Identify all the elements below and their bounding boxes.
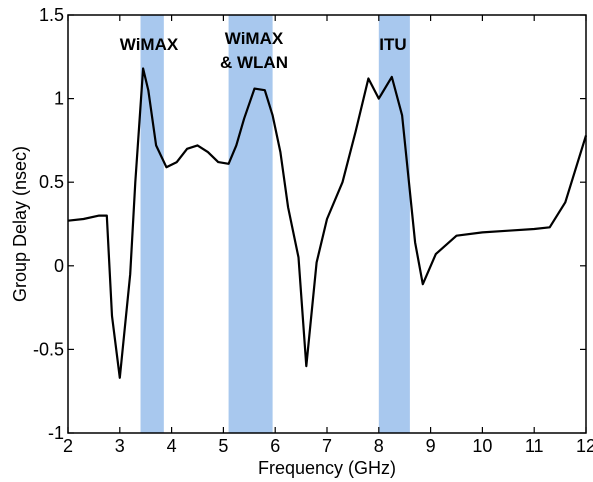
band-label-line: WiMAX <box>120 35 179 54</box>
band-label-line: & WLAN <box>220 53 288 72</box>
x-tick-label: 5 <box>218 436 228 456</box>
band-rect <box>228 15 273 433</box>
y-tick-label: 0 <box>54 256 64 276</box>
x-tick-label: 6 <box>270 436 280 456</box>
band-label-line: ITU <box>379 35 406 54</box>
band-rect <box>140 15 164 433</box>
x-axis-label: Frequency (GHz) <box>258 458 396 478</box>
x-tick-label: 11 <box>525 436 544 456</box>
band-labels: WiMAX WiMAX & WLAN ITU <box>120 29 407 72</box>
x-tick-label: 4 <box>167 436 177 456</box>
y-axis-label: Group Delay (nsec) <box>10 146 30 302</box>
band-rect <box>378 15 410 433</box>
y-tick-label: 0.5 <box>39 172 64 192</box>
tick-labels: 2 3 4 5 6 7 8 9 10 11 12 -1 -0.5 0 0.5 1 1.5 <box>33 5 593 456</box>
band-label-line: WiMAX <box>225 29 284 48</box>
x-tick-label: 10 <box>472 436 492 456</box>
y-tick-label: 1.5 <box>39 5 64 25</box>
x-tick-label: 2 <box>63 436 73 456</box>
axis-ticks <box>67 14 587 434</box>
frequency-bands <box>140 15 410 433</box>
x-tick-label: 12 <box>576 436 593 456</box>
y-tick-label: 1 <box>54 89 64 109</box>
x-tick-label: 9 <box>426 436 436 456</box>
y-tick-label: -1 <box>48 423 64 443</box>
x-tick-label: 3 <box>115 436 125 456</box>
group-delay-series-line <box>67 67 588 379</box>
x-tick-label: 7 <box>322 436 332 456</box>
x-tick-label: 8 <box>374 436 384 456</box>
y-tick-label: -0.5 <box>33 339 64 359</box>
